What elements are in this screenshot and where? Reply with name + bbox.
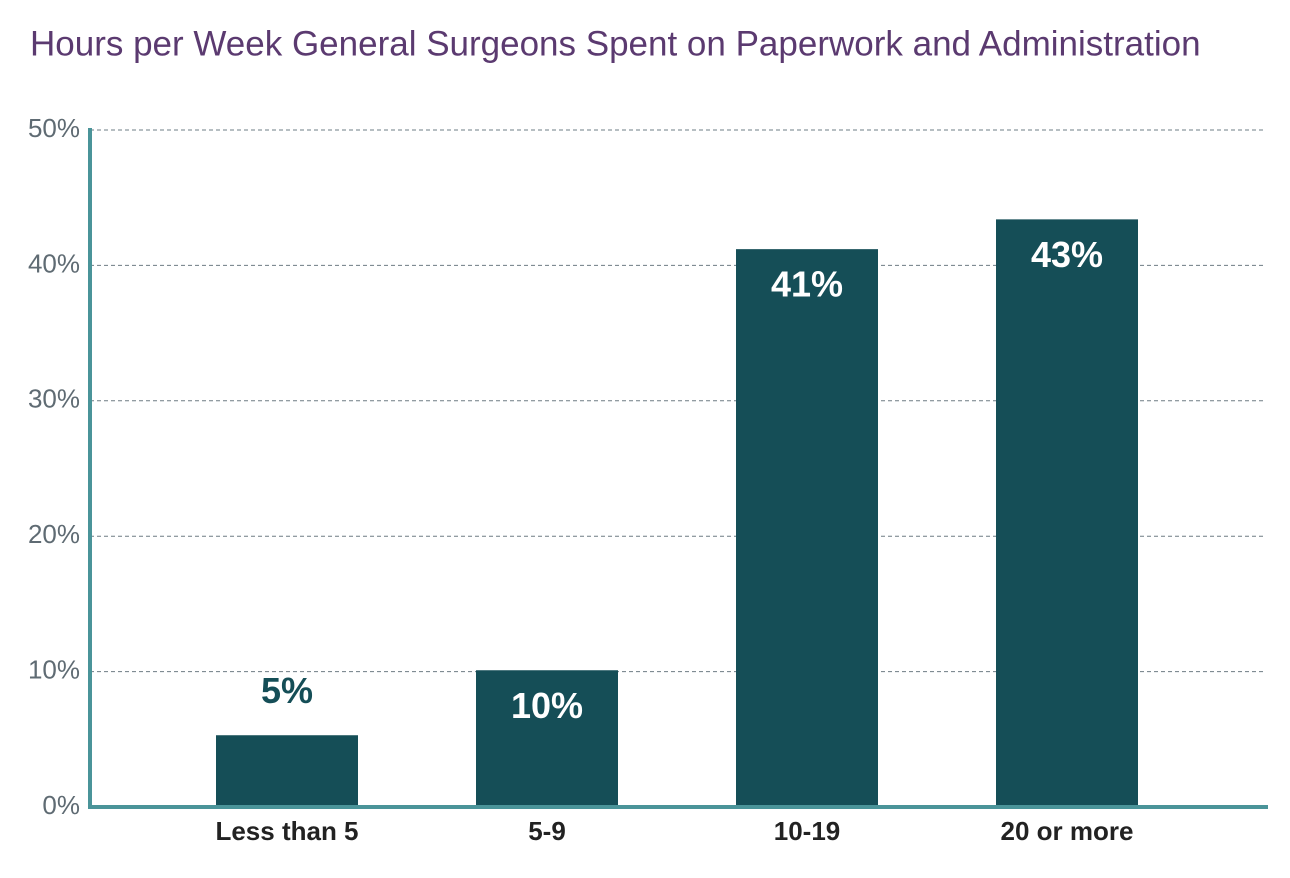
bar xyxy=(216,735,358,807)
y-tick-label: 50% xyxy=(28,113,80,143)
value-label: 5% xyxy=(261,670,313,711)
y-tick-label: 30% xyxy=(28,384,80,414)
bar xyxy=(476,670,618,807)
y-tick-label: 10% xyxy=(28,654,80,684)
x-tick-label: 10-19 xyxy=(774,816,841,846)
y-tick-label: 40% xyxy=(28,248,80,278)
bar xyxy=(996,219,1138,807)
x-tick-label: 5-9 xyxy=(528,816,566,846)
value-label: 43% xyxy=(1031,234,1103,275)
value-label: 41% xyxy=(771,264,843,305)
y-tick-label: 0% xyxy=(42,790,80,820)
bar xyxy=(736,249,878,808)
x-tick-label: 20 or more xyxy=(1001,816,1134,846)
x-tick-label: Less than 5 xyxy=(215,816,358,846)
chart-title: Hours per Week General Surgeons Spent on… xyxy=(30,24,1201,63)
value-label: 10% xyxy=(511,685,583,726)
y-tick-label: 20% xyxy=(28,519,80,549)
